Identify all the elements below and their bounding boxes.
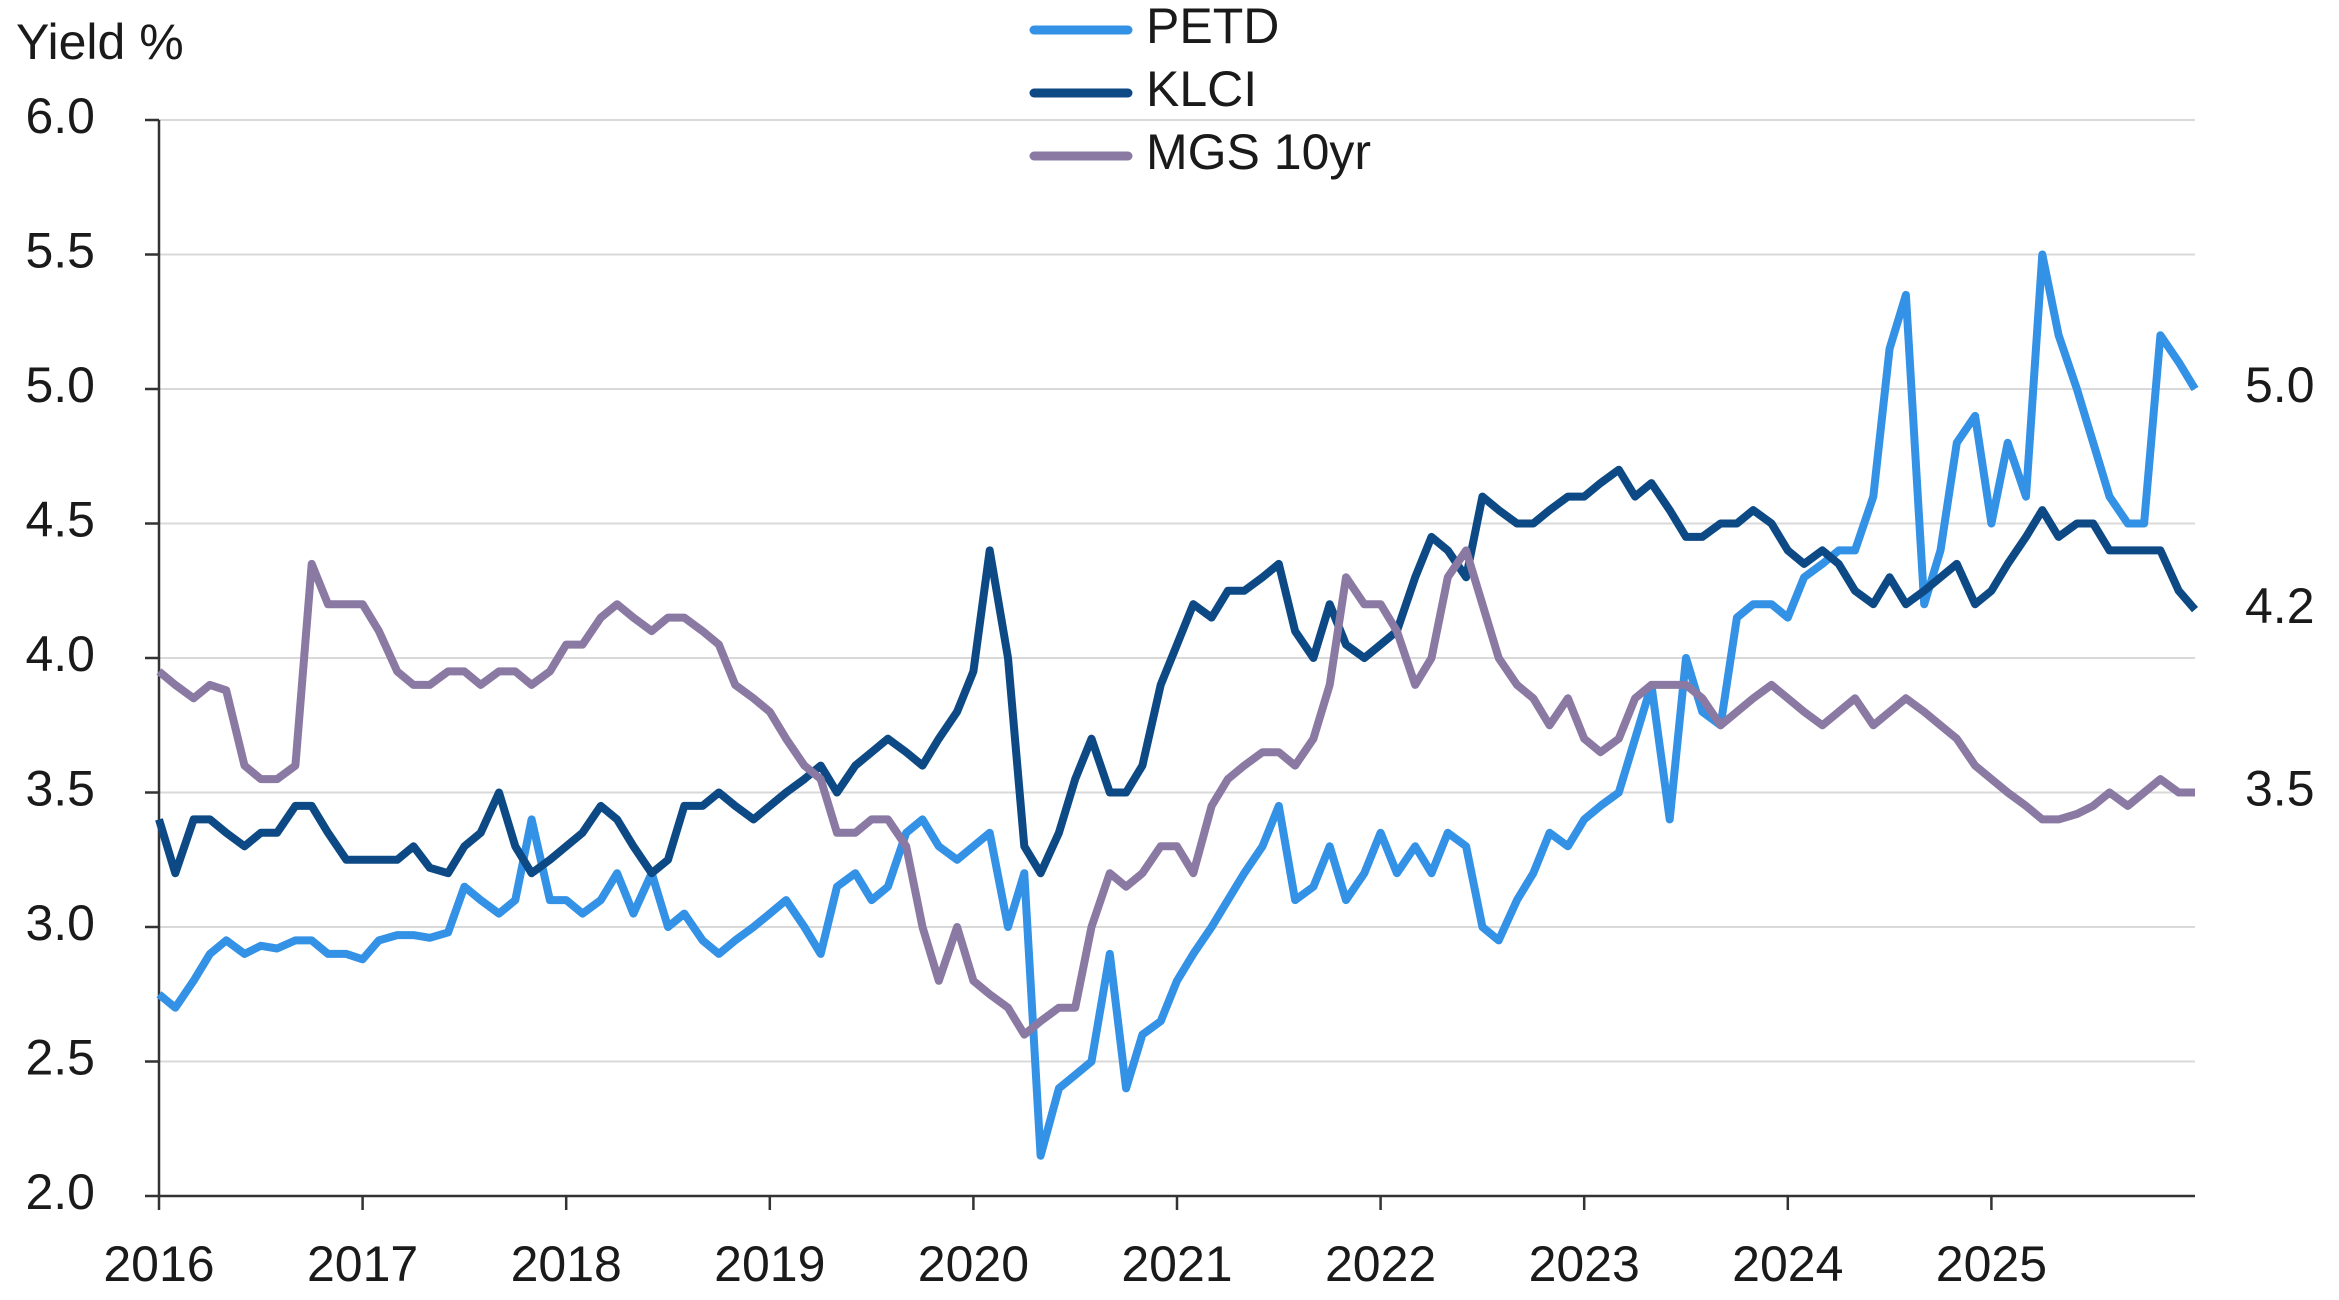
y-tick-label: 5.0 (25, 357, 95, 413)
series-line (156, 250, 2199, 1160)
y-tick-label: 4.5 (25, 492, 95, 548)
y-tick-label: 2.0 (25, 1164, 95, 1220)
x-tick-label: 2016 (103, 1236, 214, 1292)
legend-label: KLCI (1146, 61, 1257, 117)
x-tick-label: 2023 (1529, 1236, 1640, 1292)
y-tick-label: 4.0 (25, 626, 95, 682)
end-value-label: 3.5 (2245, 761, 2315, 817)
x-tick-label: 2019 (714, 1236, 825, 1292)
x-tick-label: 2024 (1732, 1236, 1843, 1292)
x-tick-label: 2025 (1936, 1236, 2047, 1292)
x-tick-label: 2017 (307, 1236, 418, 1292)
x-tick-label: 2022 (1325, 1236, 1436, 1292)
legend-label: PETD (1146, 0, 1279, 54)
y-axis-label: Yield % (16, 14, 184, 70)
y-tick-label: 6.0 (25, 88, 95, 144)
y-tick-label: 3.0 (25, 895, 95, 951)
y-tick-label: 5.5 (25, 223, 95, 279)
legend-label: MGS 10yr (1146, 124, 1371, 180)
x-tick-label: 2021 (1121, 1236, 1232, 1292)
end-value-label: 4.2 (2245, 578, 2315, 634)
y-tick-label: 2.5 (25, 1030, 95, 1086)
series-line (156, 546, 2195, 1039)
x-tick-label: 2020 (918, 1236, 1029, 1292)
end-value-label: 5.0 (2245, 357, 2315, 413)
series-line (155, 465, 2199, 878)
y-tick-label: 3.5 (25, 761, 95, 817)
x-tick-label: 2018 (511, 1236, 622, 1292)
